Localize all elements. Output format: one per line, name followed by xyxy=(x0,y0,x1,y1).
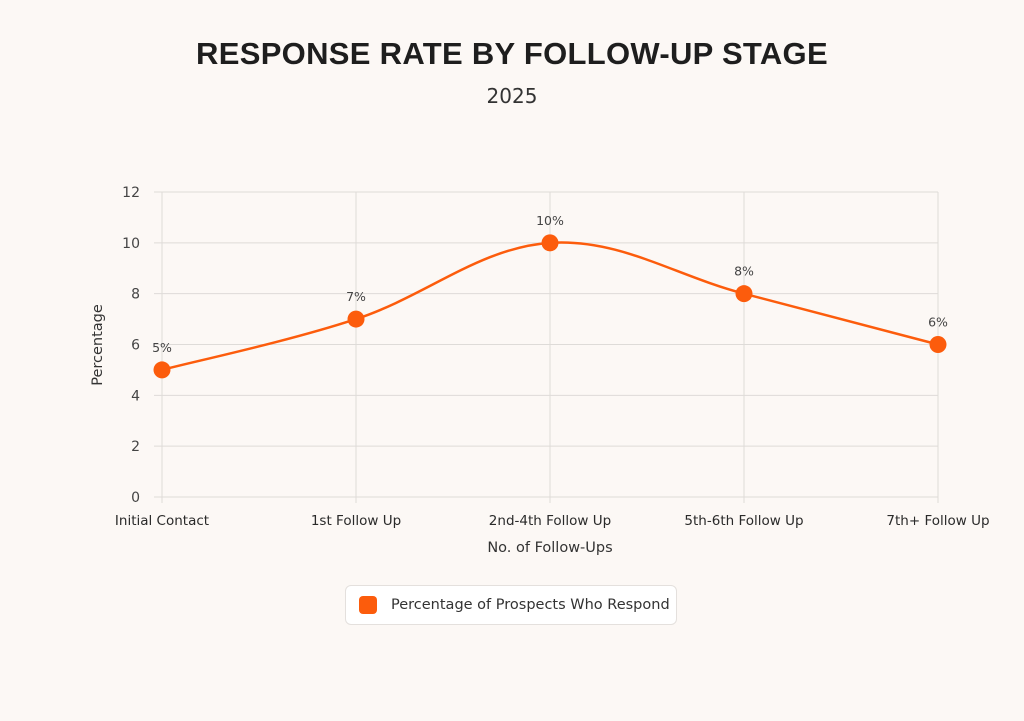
y-tick-label: 2 xyxy=(131,439,140,455)
x-tick-label: 5th-6th Follow Up xyxy=(684,513,803,529)
chart-subtitle: 2025 xyxy=(486,84,538,108)
y-axis-label: Percentage xyxy=(90,304,106,386)
data-label: 10% xyxy=(536,213,564,228)
data-point xyxy=(347,310,365,328)
y-tick-label: 4 xyxy=(131,388,140,404)
y-tick-label: 12 xyxy=(122,185,140,201)
y-tick-label: 10 xyxy=(122,236,140,252)
legend-swatch xyxy=(359,596,377,614)
chart-title: RESPONSE RATE BY FOLLOW-UP STAGE xyxy=(196,36,828,71)
legend: Percentage of Prospects Who Respond xyxy=(345,585,677,625)
x-tick-label: Initial Contact xyxy=(115,513,209,529)
data-point xyxy=(541,234,559,252)
y-tick-label: 8 xyxy=(131,287,140,303)
data-label: 6% xyxy=(928,315,948,330)
data-label: 8% xyxy=(734,264,754,279)
y-tick-label: 0 xyxy=(131,490,140,506)
x-tick-label: 1st Follow Up xyxy=(311,513,401,529)
data-point xyxy=(735,285,753,303)
data-point xyxy=(929,336,947,353)
y-tick-label: 6 xyxy=(131,338,140,354)
x-axis-label: No. of Follow-Ups xyxy=(487,540,612,556)
legend-label: Percentage of Prospects Who Respond xyxy=(391,597,670,613)
data-label: 7% xyxy=(346,289,366,304)
x-tick-label: 7th+ Follow Up xyxy=(886,513,989,529)
data-point xyxy=(153,361,171,379)
x-tick-label: 2nd-4th Follow Up xyxy=(489,513,611,529)
data-label: 5% xyxy=(152,340,172,355)
